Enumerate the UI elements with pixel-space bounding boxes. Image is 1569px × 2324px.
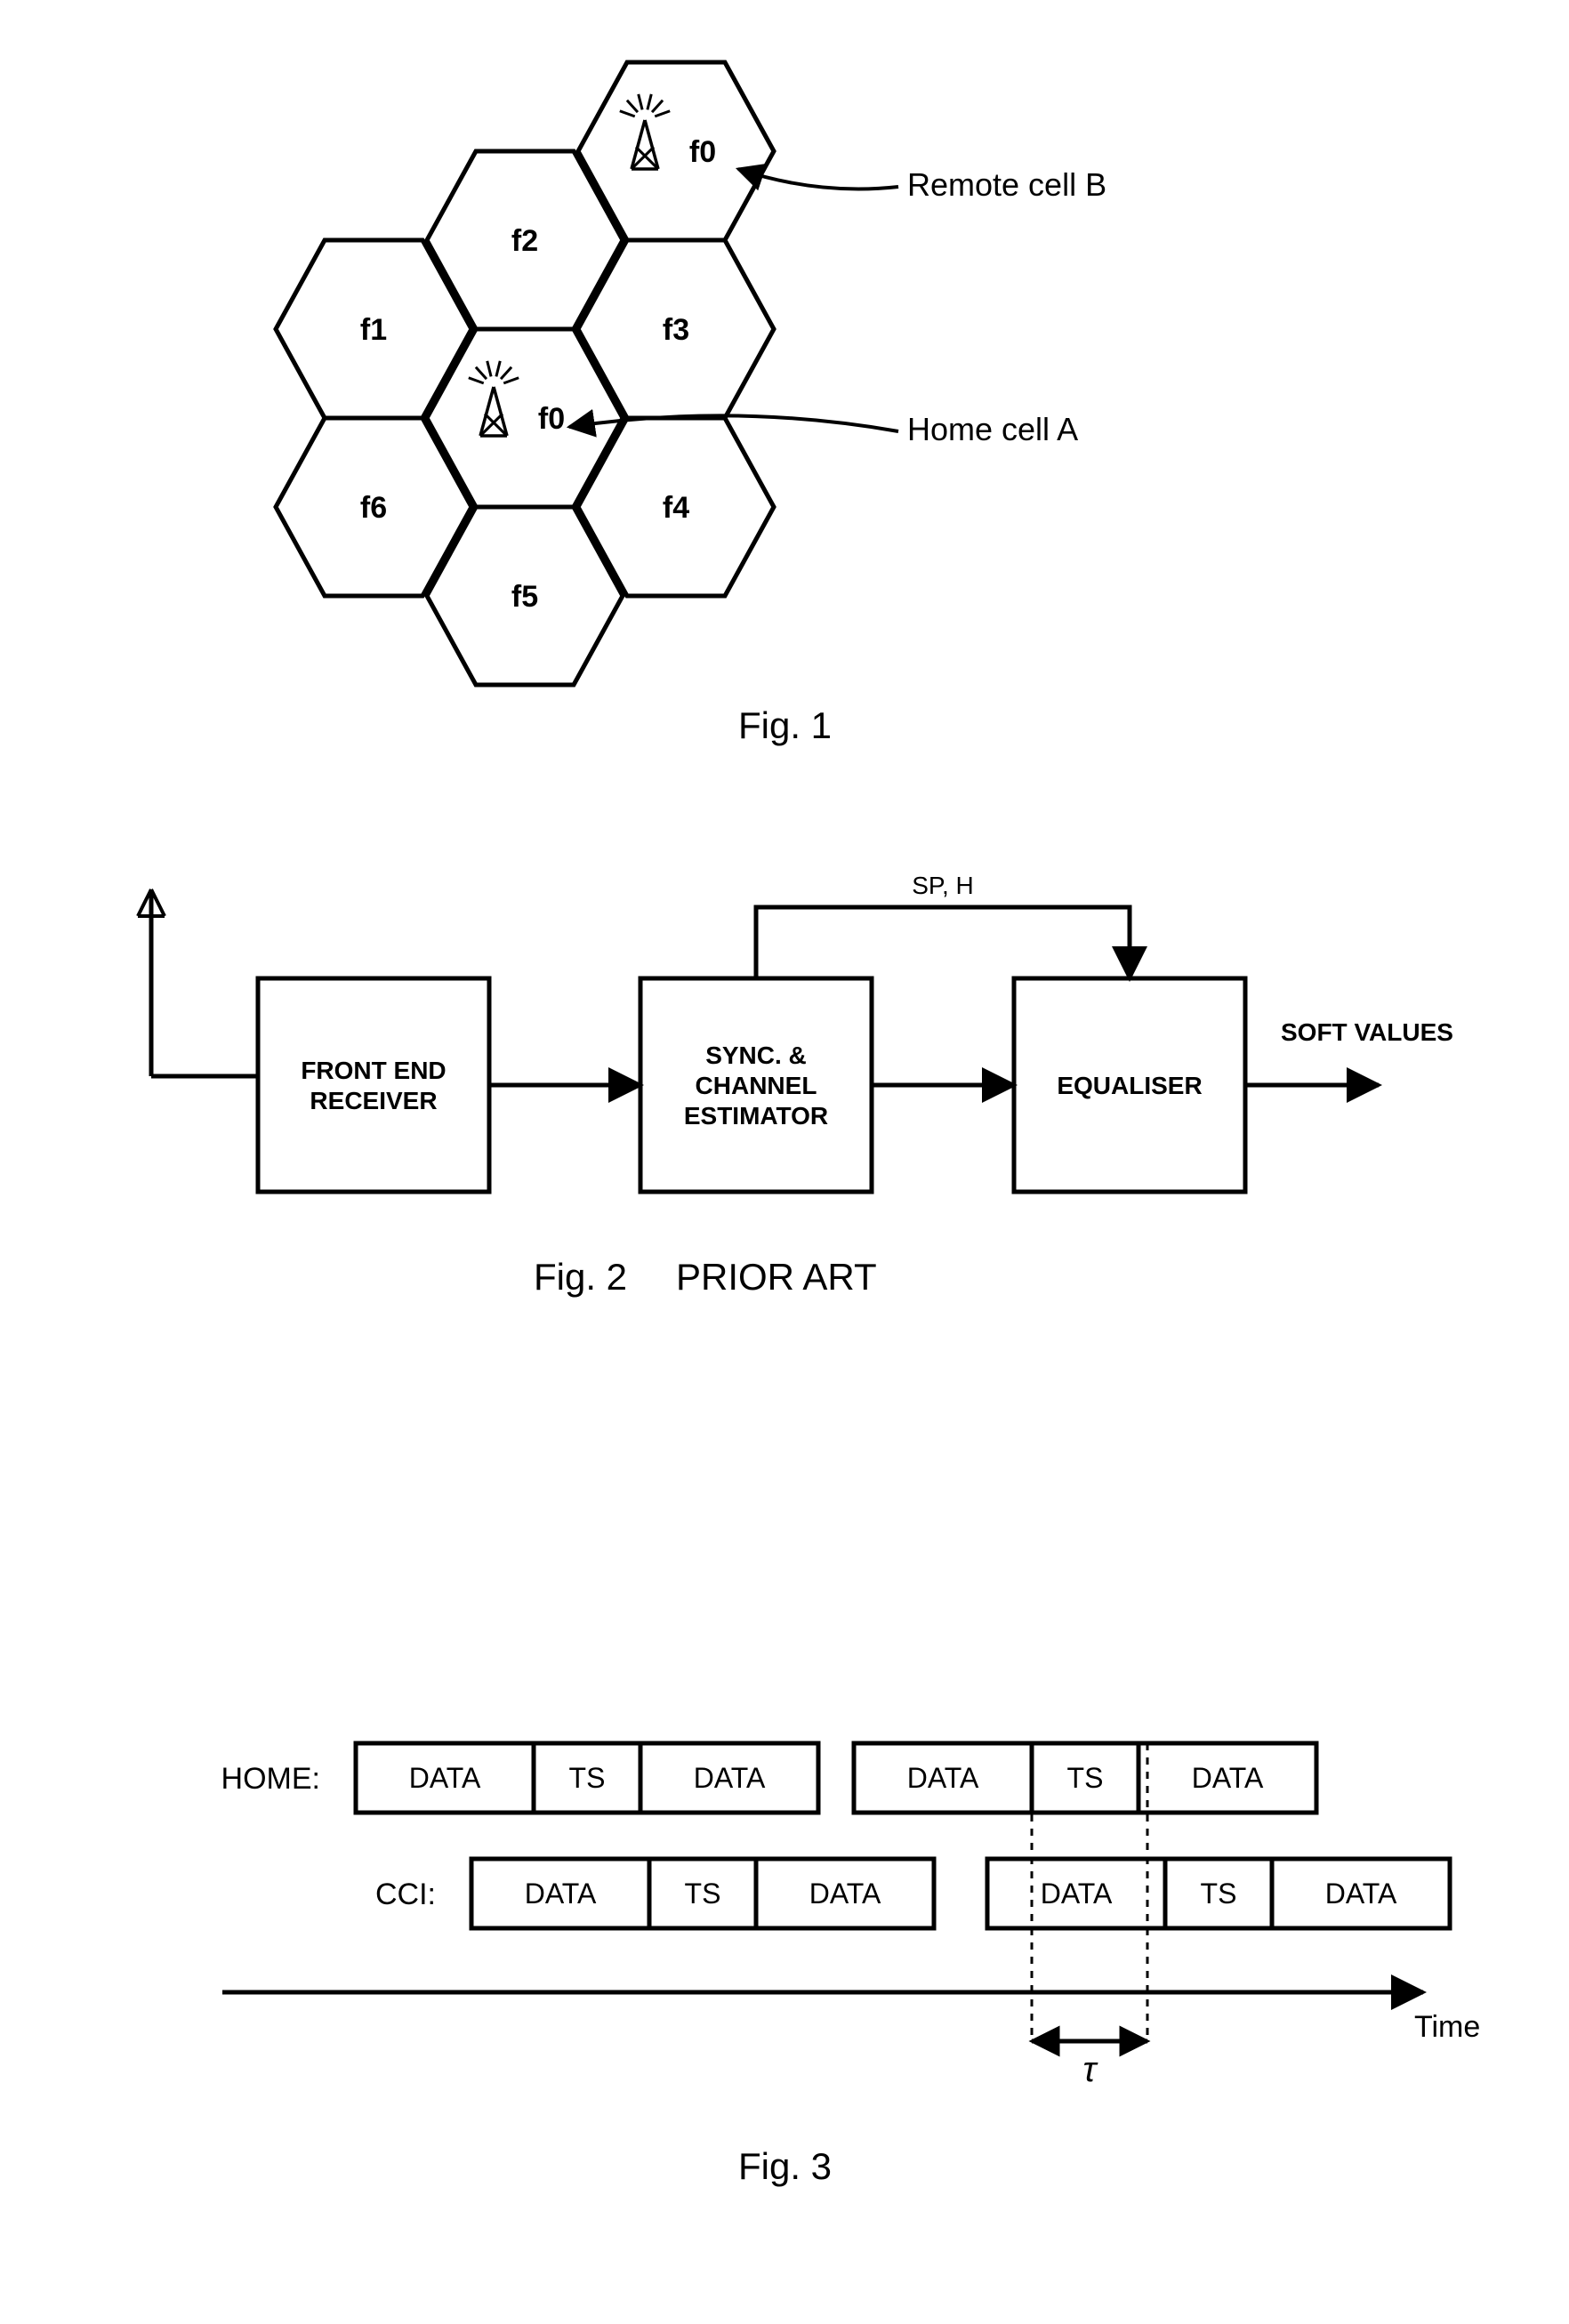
block-label-line: SYNC. & [705, 1041, 807, 1069]
block-rx: FRONT END RECEIVER [258, 978, 489, 1192]
hex-label: f6 [360, 491, 387, 525]
fig1-caption: Fig. 1 [738, 704, 832, 746]
block-label-line: FRONT END [301, 1057, 446, 1084]
segment-text: DATA [1325, 1878, 1397, 1910]
burst-segment: TS [1032, 1743, 1139, 1813]
segment-text: DATA [694, 1762, 766, 1794]
segment-text: DATA [409, 1762, 481, 1794]
burst-segment: TS [649, 1859, 756, 1928]
fig2-priorart: PRIOR ART [676, 1256, 877, 1298]
burst-segment: DATA [854, 1743, 1032, 1813]
sp-h-path [756, 907, 1130, 978]
hex-label: f3 [663, 313, 689, 347]
fig2: FRONT END RECEIVER SYNC. & CHANNEL ESTIMATOR… [138, 872, 1453, 1298]
block-rect [258, 978, 489, 1192]
figures-canvas: f0 f2 f3 f1 f0 f6 f4 f5 Remote cell B Home cell A… [0, 0, 1569, 2324]
segment-text: TS [569, 1762, 606, 1794]
hex-label: f0 [689, 135, 716, 169]
burst-segment: DATA [1139, 1743, 1316, 1813]
burst-segment: DATA [640, 1743, 818, 1813]
segment-text: TS [685, 1878, 721, 1910]
segment-text: DATA [1041, 1878, 1113, 1910]
block-eq: EQUALISER [1014, 978, 1245, 1192]
fig3-caption: Fig. 3 [738, 2145, 832, 2187]
burst-segment: DATA [471, 1859, 649, 1928]
block-label-line: CHANNEL [696, 1072, 817, 1099]
segment-text: DATA [525, 1878, 597, 1910]
row-label-cci: CCI: [375, 1878, 436, 1911]
hex-label: f2 [511, 224, 538, 258]
annotation-text: Remote cell B [907, 166, 1106, 203]
block-label-line: RECEIVER [310, 1087, 437, 1114]
antenna-icon [138, 889, 165, 1076]
tau-label: τ [1083, 2050, 1099, 2089]
sp-h-label: SP, H [912, 872, 974, 899]
block-est: SYNC. & CHANNEL ESTIMATOR [640, 978, 872, 1192]
burst-segment: DATA [356, 1743, 534, 1813]
segment-text: TS [1201, 1878, 1237, 1910]
annotation-text: Home cell A [907, 411, 1078, 447]
annotation-remoteB: Remote cell B [738, 166, 1106, 203]
hex-label: f4 [663, 491, 689, 525]
hex-label: f5 [511, 580, 538, 614]
burst-segment: TS [1165, 1859, 1272, 1928]
time-label: Time [1414, 2010, 1480, 2044]
segment-text: DATA [907, 1762, 979, 1794]
row-label-home: HOME: [221, 1762, 320, 1796]
burst-segment: DATA [987, 1859, 1165, 1928]
fig2-caption: Fig. 2 [534, 1256, 627, 1298]
fig3: HOME: DATA TS DATA DATA TS DATA CCI: DATA TS DATA D… [221, 1743, 1481, 2187]
block-label-line: ESTIMATOR [684, 1102, 828, 1130]
segment-text: DATA [1192, 1762, 1264, 1794]
hex-label: f1 [360, 313, 387, 347]
block-label-line: EQUALISER [1057, 1072, 1202, 1099]
hex-label: f0 [538, 402, 565, 436]
segment-text: DATA [809, 1878, 881, 1910]
burst-segment: DATA [756, 1859, 934, 1928]
burst-segment: TS [534, 1743, 640, 1813]
burst-segment: DATA [1272, 1859, 1450, 1928]
segment-text: TS [1067, 1762, 1104, 1794]
fig1: f0 f2 f3 f1 f0 f6 f4 f5 Remote cell B Home cell A… [276, 62, 1106, 746]
output-label: SOFT VALUES [1281, 1018, 1453, 1046]
